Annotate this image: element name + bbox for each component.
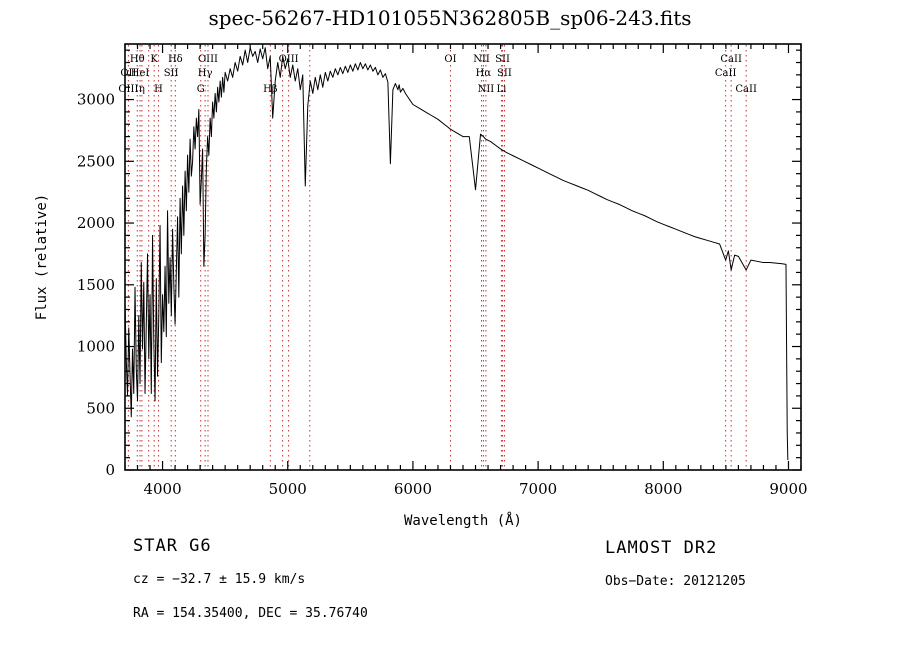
spectral-line-label: η	[139, 84, 145, 95]
spectral-line-label: HeI	[131, 68, 150, 79]
spectral-line-label: NII	[478, 84, 495, 95]
spectral-line-label: CaII	[735, 84, 757, 95]
y-tick-label: 500	[86, 399, 115, 417]
spectral-line-label: Hβ	[263, 84, 278, 95]
x-tick-label: 9000	[769, 480, 807, 498]
spectral-line-label: Hθ	[130, 54, 145, 65]
y-tick-label: 2000	[77, 214, 115, 232]
spectral-line-label: NII	[473, 54, 490, 65]
spectral-line-label: Hγ	[198, 68, 213, 79]
y-tick-label: 2500	[77, 152, 115, 170]
spectral-line-label: OIII	[118, 84, 138, 95]
spectrum-trace	[124, 47, 789, 461]
spectral-line-label: Hα	[476, 68, 492, 79]
spectral-line-label: OIII	[279, 54, 299, 65]
y-tick-label: 0	[105, 461, 115, 479]
spectral-line-label: CaII	[720, 54, 742, 65]
spectral-line-label: H	[154, 84, 163, 95]
spectral-line-label: OI	[444, 54, 456, 65]
y-tick-label: 1000	[77, 338, 115, 356]
x-axis-title: Wavelength (Å)	[404, 512, 522, 529]
x-tick-label: 5000	[269, 480, 307, 498]
spectral-line-label: Hδ	[168, 54, 183, 65]
x-tick-label: 8000	[644, 480, 682, 498]
x-tick-label: 6000	[394, 480, 432, 498]
obs-date-text: Obs−Date: 20121205	[605, 574, 746, 589]
survey-text: LAMOST DR2	[605, 538, 718, 558]
plot-frame	[124, 43, 802, 471]
spectral-line-label: SII	[497, 68, 512, 79]
spectral-line-label: K	[150, 54, 158, 65]
spectral-line-label: OIII	[198, 54, 218, 65]
spectral-line-label: SII	[164, 68, 179, 79]
coordinates-text: RA = 154.35400, DEC = 35.76740	[133, 606, 368, 621]
spectral-line-label: CaII	[715, 68, 737, 79]
y-axis-title: Flux (relative)	[34, 194, 50, 320]
y-tick-label: 3000	[77, 91, 115, 109]
spectral-line-label: Li	[497, 84, 507, 95]
spectral-line-label: G	[197, 84, 205, 95]
spectral-line-label: OII	[120, 68, 136, 79]
cz-text: cz = −32.7 ± 15.9 km/s	[133, 572, 306, 587]
x-tick-label: 7000	[519, 480, 557, 498]
y-tick-label: 1500	[77, 276, 115, 294]
object-class-text: STAR G6	[133, 536, 212, 556]
spectral-line-label: SII	[495, 54, 510, 65]
x-tick-label: 4000	[143, 480, 181, 498]
page-title: spec-56267-HD101055N362805B_sp06-243.fit…	[208, 6, 692, 30]
